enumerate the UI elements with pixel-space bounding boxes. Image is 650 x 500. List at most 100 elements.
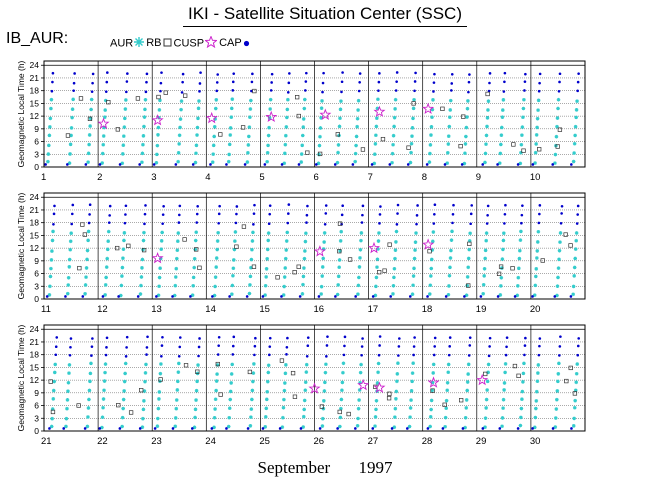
cap-point [66, 163, 69, 166]
aur-point [555, 135, 559, 139]
cap-point [497, 295, 500, 298]
cap-point [486, 214, 489, 217]
cap-point [344, 336, 347, 339]
rb-point [569, 244, 573, 248]
cap-point [91, 82, 94, 85]
aur-point [534, 284, 538, 288]
cap-point [145, 91, 148, 94]
panel-1: 03691215182124Geomagnetic Local Time (h)… [16, 60, 585, 183]
aur-point [503, 371, 507, 375]
aur-point [341, 381, 345, 385]
rb-point [569, 366, 573, 370]
aur-point [87, 406, 91, 410]
aur-point [465, 126, 469, 130]
rb-point [79, 97, 83, 101]
aur-point [392, 125, 396, 129]
aur-point [320, 106, 324, 110]
aur-point [87, 143, 91, 147]
aur-point [106, 239, 110, 243]
aur-point [323, 389, 327, 393]
aur-point [157, 407, 161, 411]
panel-3: 03691215182124Geomagnetic Local Time (h)… [16, 324, 585, 447]
aur-point [356, 117, 360, 121]
aur-point [301, 134, 305, 138]
aur-point [101, 152, 105, 156]
aur-point [467, 362, 471, 366]
aur-point [193, 248, 197, 252]
aur-point [282, 398, 286, 402]
aur-point [466, 265, 470, 269]
cap-point [413, 90, 416, 93]
aur-point [121, 152, 125, 156]
aur-point [410, 142, 414, 146]
cusp-point [99, 119, 109, 128]
cap-point [109, 205, 112, 208]
cap-point [91, 90, 94, 93]
aur-point [449, 249, 453, 253]
aur-point [573, 399, 577, 403]
aur-point [143, 108, 147, 112]
aur-point [213, 416, 217, 420]
aur-point [429, 143, 433, 147]
aur-point [194, 239, 198, 243]
cap-point [315, 163, 318, 166]
aur-point [123, 380, 127, 384]
aur-point [554, 407, 558, 411]
aur-point [411, 361, 415, 365]
aur-point [68, 152, 72, 156]
aur-point [520, 407, 524, 411]
aur-point [432, 363, 436, 367]
cap-point [235, 222, 238, 225]
cap-point [199, 71, 202, 74]
y-axis-label: Geomagnetic Local Time (h) [16, 60, 26, 167]
aur-point [144, 363, 148, 367]
aur-point [499, 143, 503, 147]
aur-point [158, 266, 162, 270]
rb-point [183, 94, 187, 98]
aur-point [197, 99, 201, 103]
aur-point [230, 363, 234, 367]
aur-point [88, 380, 92, 384]
aur-point [320, 285, 324, 289]
cap-point [46, 295, 49, 298]
cap-point [396, 223, 399, 226]
aur-point [249, 99, 253, 103]
cap-point [359, 72, 362, 75]
aur-point [483, 267, 487, 271]
cap-point [72, 89, 75, 92]
cap-point [577, 81, 580, 84]
cap-point [196, 205, 199, 208]
x-axis-caption: September 1997 [0, 458, 650, 478]
cap-point [521, 204, 524, 207]
aur-point [84, 283, 88, 287]
aur-point [395, 390, 399, 394]
aur-point [85, 266, 89, 270]
aur-point [122, 398, 126, 402]
cap-point [389, 163, 392, 166]
aur-point [214, 275, 218, 279]
aur-point [356, 292, 360, 296]
aur-point [107, 230, 111, 234]
aur-point [534, 416, 538, 420]
cap-point [146, 73, 149, 76]
aur-point [573, 406, 577, 410]
cap-point [434, 203, 437, 206]
aur-point [360, 231, 364, 235]
rb-point [486, 92, 490, 96]
aur-point [323, 381, 327, 385]
cap-point [137, 295, 140, 298]
aur-point [50, 417, 54, 421]
cap-point [432, 90, 435, 93]
aur-point [49, 107, 53, 111]
aur-point [248, 292, 252, 296]
cap-point [252, 223, 255, 226]
cap-point [450, 89, 453, 92]
rb-point [129, 411, 133, 415]
aur-point [429, 133, 433, 137]
aur-point [536, 371, 540, 375]
rb-point [306, 151, 310, 155]
cap-point [231, 353, 234, 356]
cap-point [487, 205, 490, 208]
aur-point [356, 417, 360, 421]
aur-point [249, 275, 253, 279]
